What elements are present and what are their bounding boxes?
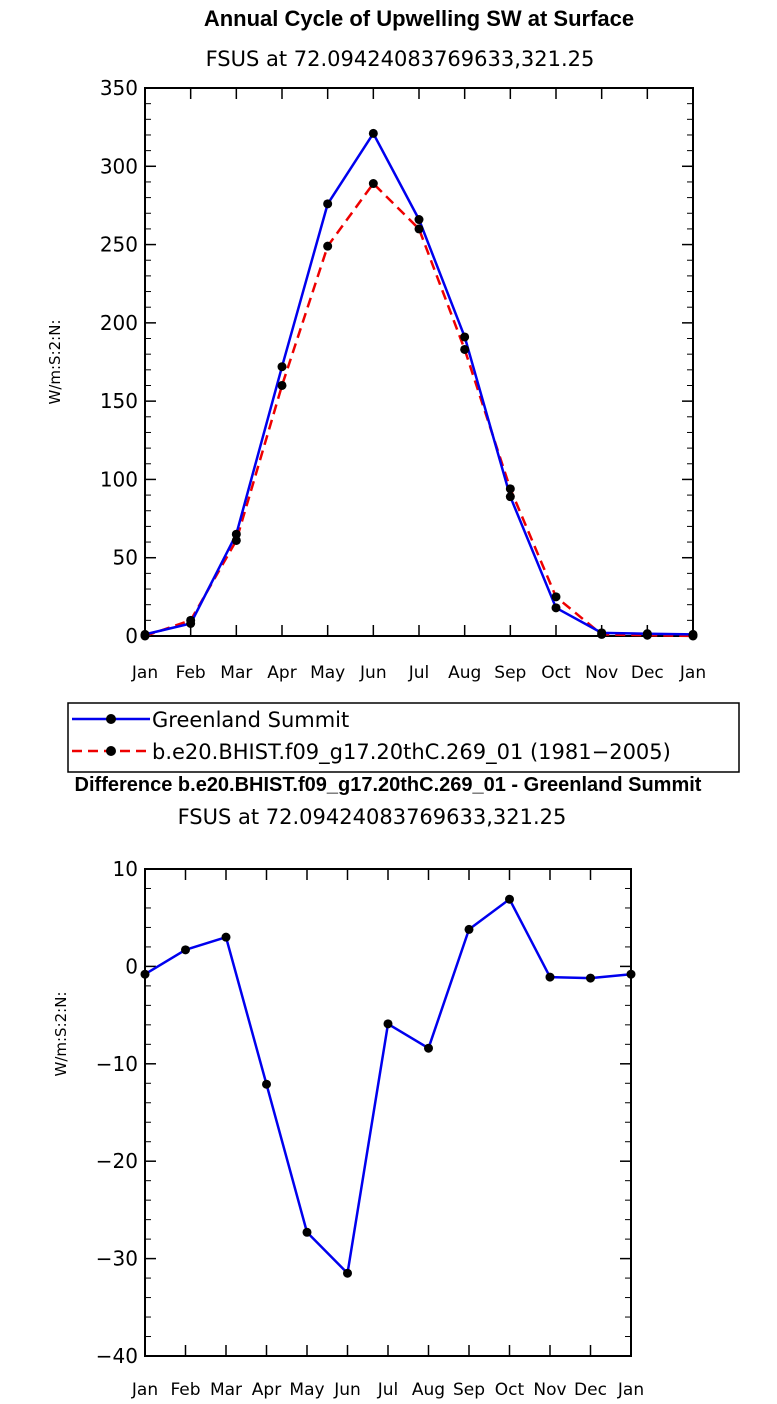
chart-subtitle: FSUS at 72.09424083769633,321.25 <box>178 805 567 829</box>
y-axis-label: W/m:S:2:N: <box>46 320 64 405</box>
x-tick-label: Dec <box>574 1380 607 1400</box>
annual-cycle-chart: Annual Cycle of Upwelling SW at Surface … <box>46 6 706 683</box>
x-tick-label: Mar <box>210 1380 242 1400</box>
y-tick-label: −40 <box>96 1344 138 1368</box>
series-0-point <box>586 973 595 983</box>
x-tick-label: Apr <box>267 663 296 683</box>
legend-label-observed: Greenland Summit <box>152 708 349 732</box>
x-tick-label: Jan <box>617 1380 644 1400</box>
x-tick-label: Sep <box>494 663 526 683</box>
x-tick-label: Aug <box>448 663 481 683</box>
series-line-0 <box>144 897 632 1275</box>
x-tick-label: May <box>289 1380 324 1400</box>
x-tick-label: Sep <box>453 1380 485 1400</box>
series-1-point <box>277 380 287 390</box>
x-tick-label: Oct <box>541 663 571 683</box>
series-0-point <box>343 1268 352 1278</box>
x-tick-label: Feb <box>176 663 206 683</box>
series-0-point <box>186 618 196 628</box>
x-tick-label: Jan <box>679 663 706 683</box>
y-axis-label: W/m:S:2:N: <box>52 992 70 1077</box>
series-0-point <box>221 932 231 942</box>
y-tick-label: −10 <box>96 1052 138 1076</box>
series-1-point <box>551 592 561 602</box>
x-tick-label: Apr <box>252 1380 281 1400</box>
difference-chart: Difference b.e20.BHIST.f09_g17.20thC.269… <box>52 774 702 1400</box>
y-tick-label: 250 <box>100 233 138 257</box>
x-tick-label: Oct <box>495 1380 525 1400</box>
y-tick-label: 200 <box>100 311 138 335</box>
x-tick-label: Jun <box>333 1380 361 1400</box>
plot-frame <box>144 868 632 1357</box>
series-line-1 <box>144 182 694 638</box>
series-0-point <box>140 969 150 979</box>
series-1-point <box>368 179 378 189</box>
x-tick-label: Aug <box>412 1380 445 1400</box>
series-0-point <box>368 128 378 138</box>
series-0-point <box>626 969 636 979</box>
y-tick-label: 10 <box>113 857 138 881</box>
series-1-point <box>414 224 424 234</box>
y-tick-label: 100 <box>100 467 138 491</box>
x-tick-label: Dec <box>631 663 664 683</box>
legend: Greenland Summit b.e20.BHIST.f09_g17.20t… <box>67 702 740 773</box>
x-tick-label: Jan <box>131 1380 158 1400</box>
chart-title: Annual Cycle of Upwelling SW at Surface <box>204 6 634 31</box>
series-0-point <box>688 629 698 639</box>
x-tick-label: Jun <box>359 663 387 683</box>
legend-box <box>67 702 740 773</box>
y-tick-label: 50 <box>113 546 138 570</box>
series-0-point <box>323 199 333 209</box>
x-tick-label: Feb <box>170 1380 200 1400</box>
y-tick-label: −30 <box>96 1247 138 1271</box>
x-tick-label: Mar <box>220 663 252 683</box>
chart-subtitle: FSUS at 72.09424083769633,321.25 <box>206 47 595 71</box>
series-0-point <box>414 215 424 225</box>
series-0-point <box>460 332 470 342</box>
series-0-point <box>597 628 607 638</box>
legend-marker-observed <box>106 714 116 724</box>
y-tick-label: 350 <box>100 76 138 100</box>
series-0-point <box>642 629 652 639</box>
series-0-point <box>231 529 241 539</box>
series-0-point <box>277 362 287 372</box>
series-0-point <box>505 492 515 502</box>
series-0-point <box>505 894 514 904</box>
series-0-point <box>424 1043 433 1053</box>
x-tick-label: Nov <box>533 1380 566 1400</box>
y-tick-label: 0 <box>125 954 138 978</box>
legend-label-model: b.e20.BHIST.f09_g17.20thC.269_01 (1981−2… <box>152 740 671 765</box>
series-1-point <box>460 344 470 354</box>
series-0-point <box>262 1079 271 1089</box>
series-0-point <box>181 945 190 955</box>
series-0-point <box>302 1227 312 1237</box>
x-tick-label: May <box>310 663 345 683</box>
series-1-point <box>231 535 241 545</box>
series-0-point <box>545 972 555 982</box>
legend-marker-model <box>106 746 116 756</box>
series-0-point <box>551 603 561 613</box>
series-0-point <box>140 629 150 639</box>
x-tick-label: Jan <box>131 663 158 683</box>
x-tick-label: Jul <box>408 663 430 683</box>
series-0-point <box>464 924 474 934</box>
y-tick-label: −20 <box>96 1149 138 1173</box>
series-1-point <box>505 484 515 494</box>
x-tick-label: Jul <box>377 1380 399 1400</box>
series-0-point <box>383 1019 393 1029</box>
series-1-point <box>323 241 333 251</box>
x-tick-label: Nov <box>585 663 618 683</box>
y-tick-label: 150 <box>100 389 138 413</box>
chart-title: Difference b.e20.BHIST.f09_g17.20thC.269… <box>75 774 702 796</box>
y-tick-label: 0 <box>125 624 138 648</box>
y-tick-label: 300 <box>100 154 138 178</box>
series-line-0 <box>144 132 694 636</box>
